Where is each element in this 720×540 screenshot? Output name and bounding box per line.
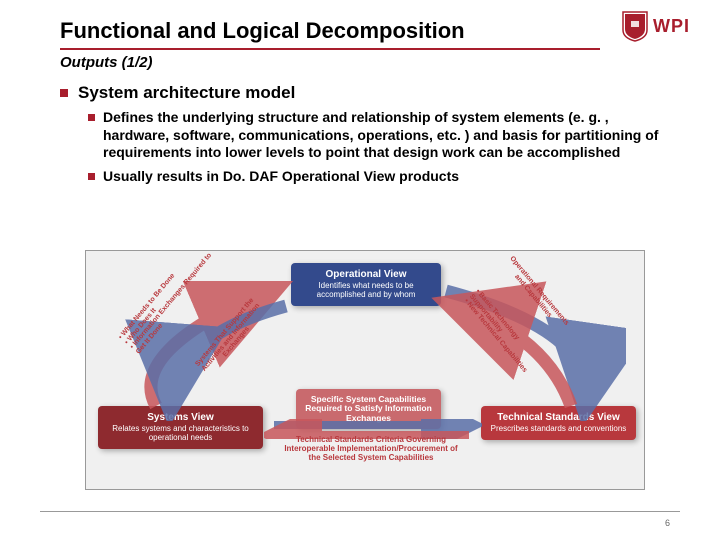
box-desc: Relates systems and characteristics to o… [106, 425, 255, 443]
shield-icon [621, 10, 649, 42]
page-title: Functional and Logical Decomposition [60, 18, 600, 50]
bullet-square-icon [60, 89, 68, 97]
logo-text: WPI [653, 16, 690, 37]
box-title: Operational View [299, 269, 433, 280]
bullet-text: Defines the underlying structure and rel… [103, 109, 660, 162]
bullet-level1: System architecture model [60, 83, 660, 103]
label-bottom: Technical Standards Criteria Governing I… [281, 436, 461, 462]
bullet-text: System architecture model [78, 83, 295, 103]
bullet-square-icon [88, 114, 95, 121]
content-area: System architecture model Defines the un… [0, 71, 720, 185]
operational-view-box: Operational View Identifies what needs t… [291, 263, 441, 306]
box-desc: Identifies what needs to be accomplished… [299, 282, 433, 300]
bullet-level2: Defines the underlying structure and rel… [88, 109, 660, 162]
bullet-level2: Usually results in Do. DAF Operational V… [88, 168, 660, 186]
wpi-logo: WPI [621, 10, 690, 42]
bullet-square-icon [88, 173, 95, 180]
box-desc: Prescribes standards and conventions [489, 425, 628, 434]
page-subtitle: Outputs (1/2) [60, 54, 660, 71]
footer-divider [40, 511, 680, 512]
bullet-text: Usually results in Do. DAF Operational V… [103, 168, 459, 186]
dodaf-diagram: Operational View Identifies what needs t… [85, 250, 645, 490]
page-number: 6 [665, 518, 670, 528]
